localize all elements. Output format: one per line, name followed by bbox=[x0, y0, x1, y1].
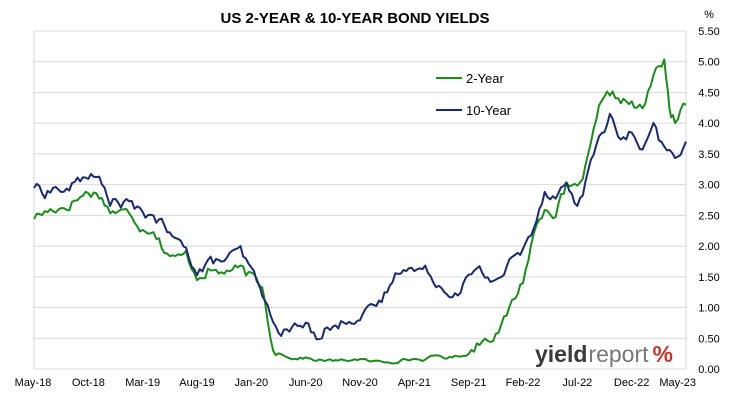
y-tick-label: 2.50 bbox=[698, 210, 719, 222]
legend-label: 10-Year bbox=[466, 103, 512, 118]
x-tick-label: Feb-22 bbox=[506, 377, 541, 389]
x-tick-label: May-23 bbox=[659, 377, 696, 389]
series-line-2-year bbox=[33, 58, 687, 365]
x-tick-label: Aug-19 bbox=[179, 377, 214, 389]
x-tick-label: Jul-22 bbox=[562, 377, 592, 389]
x-tick-label: Oct-18 bbox=[72, 377, 105, 389]
series-lines bbox=[33, 58, 687, 365]
y-tick-label: 3.00 bbox=[698, 180, 719, 192]
x-tick-label: Jun-20 bbox=[289, 377, 323, 389]
svg-text:yieldreport%: yieldreport% bbox=[535, 341, 673, 367]
x-tick-label: Jan-20 bbox=[235, 377, 269, 389]
y-tick-label: 4.50 bbox=[698, 87, 719, 99]
x-tick-label: May-18 bbox=[15, 377, 52, 389]
y-tick-label: 2.00 bbox=[698, 241, 719, 253]
y-tick-label: 5.00 bbox=[698, 57, 719, 69]
y-tick-label: 5.50 bbox=[698, 26, 719, 38]
y-axis-unit-label: % bbox=[704, 9, 714, 21]
x-tick-label: Dec-22 bbox=[614, 377, 649, 389]
watermark-logo: yieldreport% bbox=[535, 341, 673, 367]
grid-lines bbox=[33, 30, 687, 370]
x-tick-label: Sep-21 bbox=[451, 377, 486, 389]
y-tick-label: 4.00 bbox=[698, 118, 719, 130]
x-tick-label: Mar-19 bbox=[125, 377, 160, 389]
y-tick-label: 0.00 bbox=[698, 364, 719, 376]
x-tick-label: Apr-21 bbox=[398, 377, 431, 389]
legend-label: 2-Year bbox=[466, 71, 504, 86]
x-tick-label: Nov-20 bbox=[342, 377, 377, 389]
series-line-10-year bbox=[33, 112, 687, 341]
y-tick-label: 1.50 bbox=[698, 272, 719, 284]
chart-title: US 2-YEAR & 10-YEAR BOND YIELDS bbox=[221, 10, 490, 27]
legend: 2-Year 10-Year bbox=[436, 71, 512, 118]
watermark-part-percent: % bbox=[653, 341, 673, 367]
watermark-part-yield: yield bbox=[535, 341, 587, 367]
watermark-part-report: report bbox=[588, 341, 649, 367]
y-axis-ticks: 0.00 0.50 1.00 1.50 2.00 2.50 3.00 3.50 4.00 4.50… bbox=[698, 26, 719, 376]
x-axis-ticks: May-18 Oct-18 Mar-19 Aug-19 Jan-20 Jun-20 Nov-… bbox=[15, 377, 696, 389]
y-tick-label: 1.00 bbox=[698, 303, 719, 315]
y-tick-label: 3.50 bbox=[698, 149, 719, 161]
y-tick-label: 0.50 bbox=[698, 333, 719, 345]
